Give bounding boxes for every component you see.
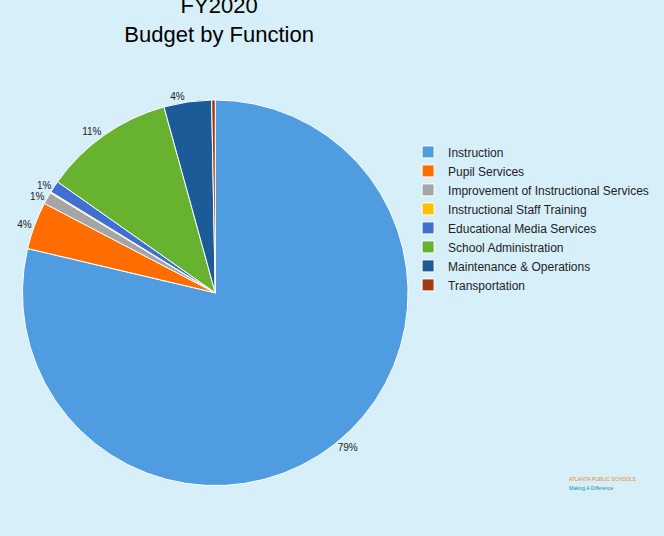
svg-text:Instructional Staff Training: Instructional Staff Training	[448, 203, 587, 217]
svg-text:Improvement of Instructional S: Improvement of Instructional Services	[448, 184, 649, 198]
svg-text:4%: 4%	[170, 91, 185, 102]
svg-text:Instruction: Instruction	[448, 146, 503, 160]
svg-text:Pupil Services: Pupil Services	[448, 165, 524, 179]
svg-text:1%: 1%	[37, 180, 52, 191]
svg-text:Making A Difference: Making A Difference	[569, 485, 614, 491]
svg-text:Educational Media Services: Educational Media Services	[448, 222, 596, 236]
svg-text:Transportation: Transportation	[448, 279, 525, 293]
svg-text:4%: 4%	[17, 219, 32, 230]
svg-text:ATLANTA PUBLIC SCHOOLS: ATLANTA PUBLIC SCHOOLS	[569, 476, 636, 482]
svg-text:11%: 11%	[82, 126, 101, 137]
svg-text:79%: 79%	[338, 442, 358, 453]
svg-text:School Administration: School Administration	[448, 241, 563, 255]
svg-text:1%: 1%	[30, 191, 45, 202]
svg-text:Maintenance & Operations: Maintenance & Operations	[448, 260, 590, 274]
svg-text:FY2020Budget by Function: FY2020Budget by Function	[124, 0, 314, 47]
